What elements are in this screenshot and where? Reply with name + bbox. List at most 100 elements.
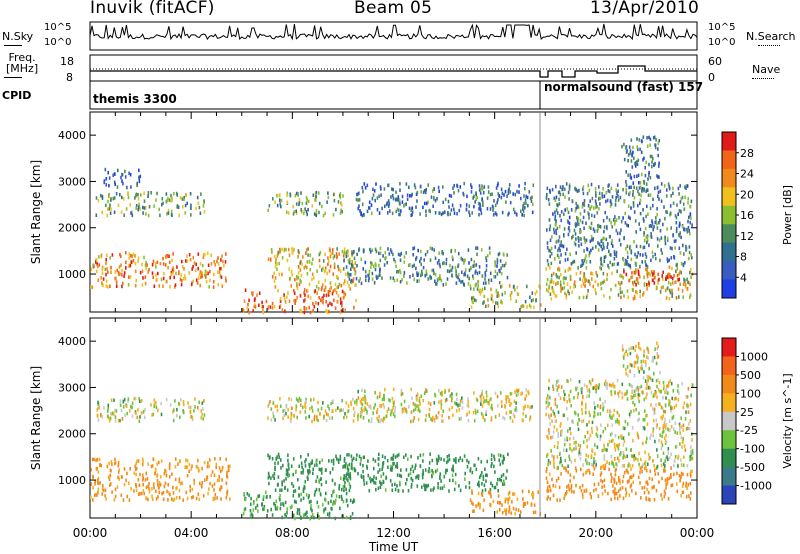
data-cell bbox=[464, 477, 466, 481]
nave-legend-line bbox=[752, 78, 774, 79]
data-cell bbox=[551, 477, 553, 482]
data-cell bbox=[627, 470, 629, 475]
data-cell bbox=[581, 387, 583, 391]
data-cell bbox=[195, 268, 197, 273]
data-cell bbox=[636, 360, 639, 364]
data-cell bbox=[659, 189, 662, 193]
data-cell bbox=[640, 466, 642, 471]
data-cell bbox=[316, 415, 318, 419]
data-cell bbox=[526, 501, 529, 505]
data-cell bbox=[337, 406, 339, 410]
data-cell bbox=[637, 251, 639, 255]
data-cell bbox=[311, 419, 313, 424]
data-cell bbox=[356, 453, 358, 457]
data-cell bbox=[337, 460, 340, 464]
data-cell bbox=[549, 224, 552, 228]
data-cell bbox=[368, 276, 370, 280]
data-cell bbox=[274, 467, 276, 472]
data-cell bbox=[582, 495, 584, 500]
data-cell bbox=[531, 195, 533, 199]
data-cell bbox=[388, 252, 391, 256]
data-cell bbox=[101, 196, 104, 200]
data-cell bbox=[603, 457, 606, 461]
data-cell bbox=[641, 189, 643, 193]
data-cell bbox=[458, 278, 461, 282]
data-cell bbox=[586, 423, 588, 427]
data-cell bbox=[689, 293, 692, 297]
data-cell bbox=[408, 263, 410, 268]
data-cell bbox=[138, 168, 140, 173]
data-cell bbox=[323, 508, 325, 512]
data-cell bbox=[689, 295, 691, 299]
data-cell bbox=[600, 281, 602, 285]
data-cell bbox=[677, 454, 680, 459]
data-cell bbox=[469, 469, 471, 473]
data-cell bbox=[286, 511, 288, 515]
data-cell bbox=[554, 398, 557, 402]
data-cell bbox=[472, 264, 474, 268]
data-cell bbox=[302, 513, 305, 517]
data-cell bbox=[618, 390, 621, 394]
data-cell bbox=[586, 191, 589, 196]
data-cell bbox=[593, 482, 596, 487]
data-cell bbox=[387, 199, 390, 203]
data-cell bbox=[195, 278, 198, 282]
data-cell bbox=[390, 409, 393, 413]
data-cell bbox=[393, 400, 395, 404]
data-cell bbox=[684, 185, 686, 189]
data-cell bbox=[685, 184, 688, 188]
data-cell bbox=[286, 507, 288, 511]
data-cell bbox=[182, 402, 185, 407]
data-cell bbox=[512, 412, 515, 417]
data-cell bbox=[561, 187, 563, 192]
data-cell bbox=[324, 468, 327, 472]
data-cell bbox=[165, 192, 168, 196]
data-cell bbox=[197, 458, 199, 463]
data-cell bbox=[293, 298, 295, 303]
data-cell bbox=[190, 213, 192, 217]
data-cell bbox=[623, 236, 625, 241]
data-cell bbox=[346, 464, 349, 468]
data-cell bbox=[422, 459, 424, 463]
scatter-region bbox=[545, 466, 693, 502]
strip-panels bbox=[89, 21, 698, 110]
data-cell bbox=[261, 305, 263, 309]
data-cell bbox=[124, 175, 127, 179]
data-cell bbox=[583, 199, 586, 203]
data-cell bbox=[559, 192, 562, 197]
data-cell bbox=[622, 443, 625, 447]
data-cell bbox=[140, 491, 143, 496]
data-cell bbox=[556, 239, 558, 244]
data-cell bbox=[629, 149, 632, 153]
data-cell bbox=[248, 493, 250, 498]
data-cell bbox=[580, 284, 583, 288]
data-cell bbox=[575, 272, 578, 276]
data-cell bbox=[635, 262, 638, 266]
data-cell bbox=[649, 137, 652, 142]
data-cell bbox=[218, 478, 221, 482]
data-cell bbox=[556, 445, 559, 450]
data-cell bbox=[215, 462, 218, 467]
data-cell bbox=[478, 213, 480, 217]
data-cell bbox=[632, 400, 634, 405]
data-cell bbox=[304, 264, 307, 269]
data-cell bbox=[110, 412, 112, 416]
data-cell bbox=[548, 472, 551, 476]
data-cell bbox=[334, 482, 336, 486]
data-cell bbox=[138, 175, 140, 180]
data-cell bbox=[186, 259, 189, 263]
nsearch-top-value: 10^5 bbox=[708, 22, 736, 33]
data-cell bbox=[391, 468, 393, 472]
data-cell bbox=[127, 264, 130, 268]
data-cell bbox=[425, 209, 427, 213]
data-cell bbox=[621, 382, 624, 387]
data-cell bbox=[485, 390, 488, 395]
data-cell bbox=[666, 455, 668, 459]
data-cell bbox=[169, 403, 172, 407]
data-cell bbox=[685, 395, 687, 399]
data-cell bbox=[687, 225, 690, 230]
data-cell bbox=[345, 487, 347, 492]
data-cell bbox=[472, 509, 474, 514]
data-cell bbox=[392, 196, 395, 201]
data-cell bbox=[269, 258, 272, 262]
